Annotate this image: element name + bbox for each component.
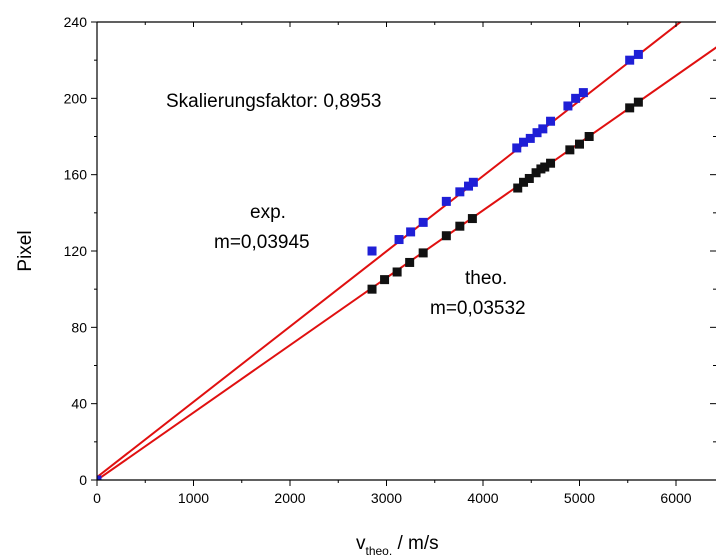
exp-data-point [538, 124, 548, 134]
exp-data-point [441, 196, 451, 206]
theo-data-point [392, 267, 402, 277]
ticks [91, 21, 716, 486]
x-tick-label: 6000 [660, 490, 691, 506]
y-tick-label: 240 [64, 14, 88, 30]
exp-data-point [367, 246, 377, 256]
theo-data-point [584, 132, 594, 141]
exp-fit-line [97, 22, 683, 478]
exp-data-point [468, 177, 478, 187]
x-tick-label: 2000 [274, 490, 305, 506]
data-points [97, 49, 643, 480]
theo-data-point [418, 248, 428, 258]
x-axis-title-tail: / m/s [392, 533, 438, 554]
exp-data-point [571, 93, 581, 103]
exp-data-point [512, 143, 522, 153]
y-tick-label: 80 [71, 319, 87, 335]
exp-data-point [546, 116, 556, 126]
exp-data-point [406, 227, 416, 237]
y-tick-label: 0 [79, 472, 87, 488]
theo-data-point [575, 139, 584, 149]
exp-data-point [394, 235, 404, 245]
tick-labels: 0 1000 2000 3000 4000 5000 6000 0 40 80 120 160 200 2… [64, 14, 692, 506]
exp-data-point [578, 88, 588, 98]
theo-data-point [467, 214, 477, 224]
y-tick-label: 40 [71, 396, 87, 412]
theo-data-point [531, 168, 541, 178]
theo-data-point [540, 162, 550, 172]
exp-data-point [455, 187, 465, 197]
exp-data-point [633, 49, 643, 59]
x-tick-label: 4000 [467, 490, 498, 506]
y-tick-label: 200 [64, 90, 88, 106]
x-tick-label: 5000 [564, 490, 595, 506]
theo-slope-annotation: m=0,03532 [430, 298, 526, 319]
y-tick-label: 160 [64, 167, 88, 183]
theo-data-point [524, 173, 534, 183]
theo-data-point [455, 221, 465, 231]
exp-data-point [519, 137, 529, 147]
theo-data-point [441, 231, 451, 241]
theo-data-point [380, 275, 390, 285]
theo-data-point [405, 257, 415, 267]
theo-annotation-label: theo. [465, 268, 507, 289]
theo-data-point [367, 284, 377, 294]
exp-data-point [625, 55, 635, 65]
exp-annotation-label: exp. [250, 202, 286, 223]
exp-data-point [525, 133, 535, 143]
x-tick-label: 0 [93, 490, 101, 506]
y-axis-title: Pixel [15, 230, 36, 271]
exp-data-point [97, 475, 102, 480]
x-tick-label: 1000 [178, 490, 209, 506]
exp-slope-annotation: m=0,03945 [214, 232, 310, 253]
y-tick-label: 120 [64, 243, 88, 259]
exp-data-point [464, 181, 474, 191]
fit-lines [97, 22, 716, 480]
exp-data-point [532, 128, 542, 138]
theo-data-point [625, 103, 635, 113]
scale-factor-annotation: Skalierungsfaktor: 0,8953 [166, 91, 381, 112]
theo-data-point [633, 97, 643, 107]
theo-data-point [513, 183, 523, 193]
x-tick-label: 3000 [371, 490, 402, 506]
theo-data-point [546, 158, 556, 168]
x-axis-title-main: v [356, 533, 366, 554]
theo-data-point [565, 145, 575, 155]
theo-data-point [519, 177, 529, 187]
x-axis-title: vtheo. / m/s [356, 533, 439, 557]
x-axis-title-subscript: theo. [366, 544, 393, 557]
exp-data-point [418, 217, 428, 227]
exp-data-point [563, 101, 573, 111]
